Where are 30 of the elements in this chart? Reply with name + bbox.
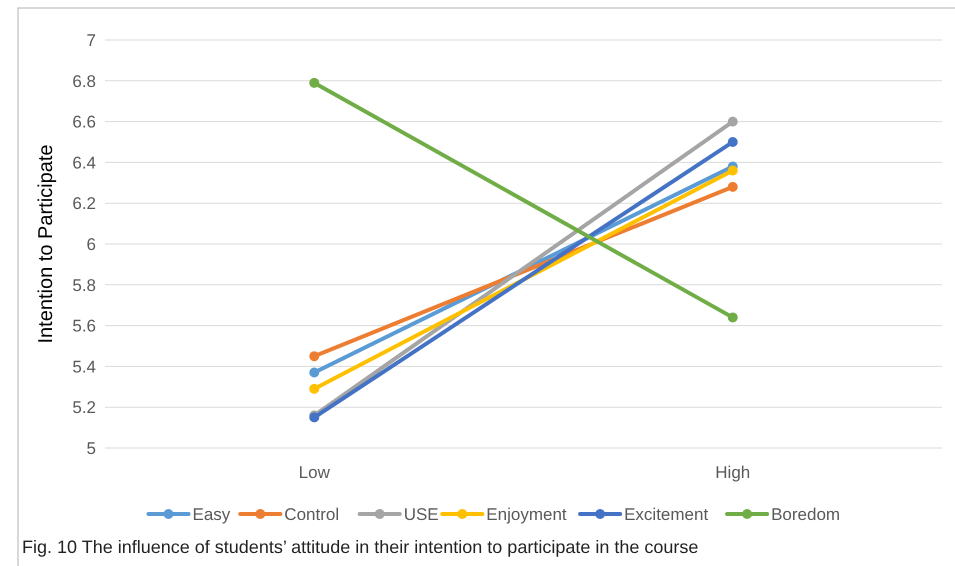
point (309, 384, 320, 394)
x-tick-label: High (715, 463, 750, 482)
legend-label: Boredom (771, 504, 840, 524)
legend-label: Enjoyment (486, 504, 567, 524)
y-tick-label: 5.6 (72, 316, 96, 336)
y-tick-label: 5 (86, 438, 96, 458)
legend-label: Excitement (624, 504, 708, 524)
legend-label: Control (284, 504, 340, 524)
y-tick-label: 6 (86, 234, 96, 254)
point (309, 351, 320, 362)
legend-label: Easy (192, 504, 231, 524)
y-tick-label: 5.8 (72, 276, 96, 295)
point (728, 116, 738, 127)
point (728, 312, 738, 322)
y-tick-label: 6.4 (72, 153, 96, 172)
legend-label: USE (404, 504, 439, 524)
caption: Fig. 10 The influence of students’ attitude in their intention to participate in the course (22, 537, 698, 557)
point (309, 78, 320, 88)
y-tick-label: 6.6 (72, 112, 96, 132)
y-tick-label: 6.8 (72, 72, 96, 91)
point (728, 137, 738, 147)
y-tick-label: 6.2 (72, 194, 96, 214)
y-tick-label: 5.2 (72, 398, 96, 418)
point (309, 368, 320, 378)
y-tick-label: 5.4 (72, 357, 96, 376)
point (728, 166, 738, 176)
y-tick-label: 7 (86, 30, 96, 50)
point (728, 182, 738, 192)
x-tick-label: Low (298, 463, 331, 482)
y-axis-title: Intention to Participate (35, 144, 57, 344)
